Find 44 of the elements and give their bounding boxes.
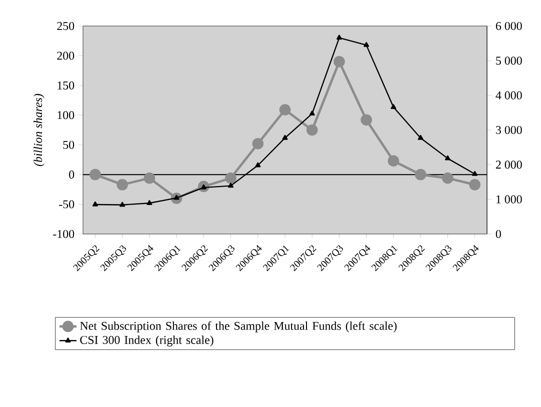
- y-tick-label: -100: [53, 230, 74, 238]
- point: [390, 104, 396, 109]
- y2-tick-label: 0: [496, 230, 501, 238]
- y2-tick-label: 2 000: [496, 160, 522, 169]
- y2-tick-label: 5 000: [496, 56, 522, 65]
- y-tick-label: 200: [57, 52, 74, 60]
- y-tick-label: -50: [59, 200, 74, 208]
- point: [225, 172, 236, 184]
- point: [116, 178, 128, 190]
- point: [442, 172, 454, 184]
- point: [360, 114, 372, 126]
- point: [146, 200, 152, 205]
- y-tick-label: 100: [58, 111, 74, 120]
- y2-tick-label: 1 000: [496, 195, 522, 204]
- point: [334, 56, 345, 68]
- y2-tick-label: 4 000: [496, 91, 522, 100]
- point: [472, 170, 478, 176]
- point: [364, 42, 370, 47]
- point: [444, 155, 450, 160]
- y-tick-label: 250: [57, 22, 74, 30]
- point: [144, 172, 156, 184]
- y-tick-label: 0: [69, 170, 74, 179]
- y2-tick-label: 6 000: [496, 22, 522, 30]
- point: [388, 155, 400, 167]
- y-axis-title: (billion shares): [34, 94, 44, 166]
- point: [228, 182, 234, 188]
- point: [92, 201, 98, 206]
- point: [282, 134, 288, 140]
- y2-tick-label: 3 000: [496, 126, 522, 134]
- point: [469, 178, 480, 190]
- point: [418, 134, 424, 140]
- point: [252, 138, 264, 150]
- point: [255, 162, 261, 168]
- y-tick-label: 50: [63, 140, 74, 149]
- point: [120, 202, 126, 207]
- point: [336, 34, 342, 40]
- point: [90, 168, 101, 180]
- point: [414, 168, 426, 180]
- point: [309, 110, 315, 116]
- point: [306, 124, 318, 136]
- legend-label: Net Subscription Shares of the Sample Mutual Funds (left scale): [80, 321, 397, 332]
- point: [279, 104, 291, 116]
- legend-label: CSI 300 Index (right scale): [80, 336, 214, 346]
- y-tick-label: 150: [58, 81, 74, 90]
